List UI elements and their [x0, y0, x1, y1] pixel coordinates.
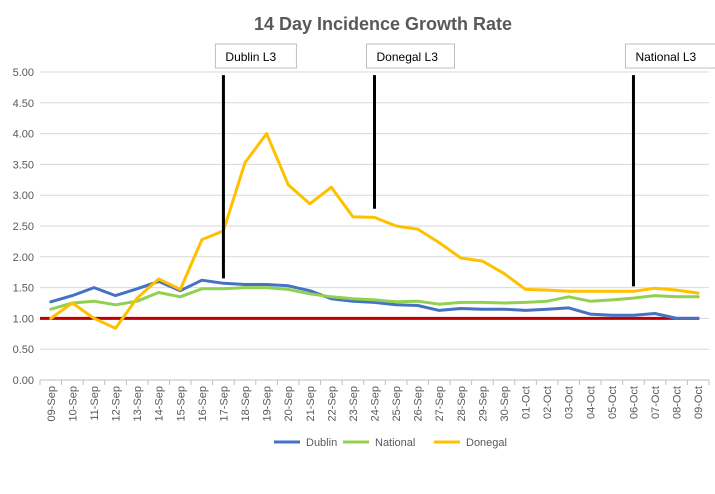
x-tick-label: 09-Sep — [46, 386, 58, 421]
x-tick-label: 27-Sep — [434, 386, 446, 421]
x-tick-label: 22-Sep — [326, 386, 338, 421]
x-tick-label: 01-Oct — [521, 386, 533, 419]
x-tick-label: 09-Oct — [693, 386, 705, 419]
x-tick-label: 05-Oct — [607, 386, 619, 419]
x-tick-label: 23-Sep — [348, 386, 360, 421]
x-tick-label: 24-Sep — [370, 386, 382, 421]
x-tick-label: 08-Oct — [672, 386, 684, 419]
y-tick-label: 4.50 — [13, 98, 34, 110]
x-tick-label: 03-Oct — [564, 386, 576, 419]
x-tick-label: 21-Sep — [305, 386, 317, 421]
legend-label: Dublin — [306, 437, 337, 449]
x-tick-label: 07-Oct — [650, 386, 662, 419]
x-tick-label: 18-Sep — [240, 386, 252, 421]
x-tick-label: 15-Sep — [175, 386, 187, 421]
x-tick-label: 28-Sep — [456, 386, 468, 421]
x-tick-label: 04-Oct — [585, 386, 597, 419]
y-tick-label: 1.00 — [13, 313, 34, 325]
legend: Dublin National Donegal — [274, 437, 507, 449]
x-tick-label: 17-Sep — [218, 386, 230, 421]
x-tick-label: 26-Sep — [413, 386, 425, 421]
y-tick-label: 3.50 — [13, 159, 34, 171]
y-tick-label: 0.50 — [13, 344, 34, 356]
x-tick-label: 20-Sep — [283, 386, 295, 421]
x-tick-label: 25-Sep — [391, 386, 403, 421]
x-axis: 09-Sep 10-Sep 11-Sep 12-Sep 13-Sep 14-Sep 15-S… — [39, 379, 710, 421]
series-lines — [49, 132, 700, 330]
legend-label: National — [375, 437, 415, 449]
chart-title: 14 Day Incidence Growth Rate — [254, 14, 512, 34]
annotation-box — [624, 43, 715, 69]
annotations: Dublin L3 Donegal L3 National L3 — [214, 43, 715, 287]
x-tick-label: 19-Sep — [262, 386, 274, 421]
y-tick-label: 3.00 — [13, 190, 34, 202]
y-tick-label: 1.50 — [13, 283, 34, 295]
y-tick-label: 0.00 — [13, 375, 34, 387]
annotation-label: Donegal L3 — [377, 50, 439, 64]
y-axis: 0.00 0.50 1.00 1.50 2.00 2.50 3.00 3.50 4.00 4.50… — [13, 67, 34, 387]
series-line-national — [49, 286, 700, 311]
x-tick-label: 10-Sep — [67, 386, 79, 421]
annotation-label: Dublin L3 — [225, 50, 276, 64]
series-line-donegal — [49, 132, 700, 330]
y-tick-label: 4.00 — [13, 129, 34, 141]
y-tick-label: 5.00 — [13, 67, 34, 79]
legend-label: Donegal — [466, 437, 507, 449]
x-tick-label: 16-Sep — [197, 386, 209, 421]
annotation-box — [214, 43, 297, 69]
y-tick-label: 2.50 — [13, 221, 34, 233]
x-tick-label: 13-Sep — [132, 386, 144, 421]
annotation-box — [366, 43, 455, 69]
x-tick-label: 30-Sep — [499, 386, 511, 421]
x-tick-label: 06-Oct — [628, 386, 640, 419]
annotation-label: National L3 — [635, 50, 696, 64]
series-line-dublin — [49, 278, 700, 320]
x-tick-label: 14-Sep — [154, 386, 166, 421]
y-tick-label: 2.00 — [13, 252, 34, 264]
x-tick-label: 29-Sep — [477, 386, 489, 421]
x-tick-label: 11-Sep — [89, 386, 101, 421]
x-tick-label: 02-Oct — [542, 386, 554, 419]
x-tick-label: 12-Sep — [111, 386, 123, 421]
